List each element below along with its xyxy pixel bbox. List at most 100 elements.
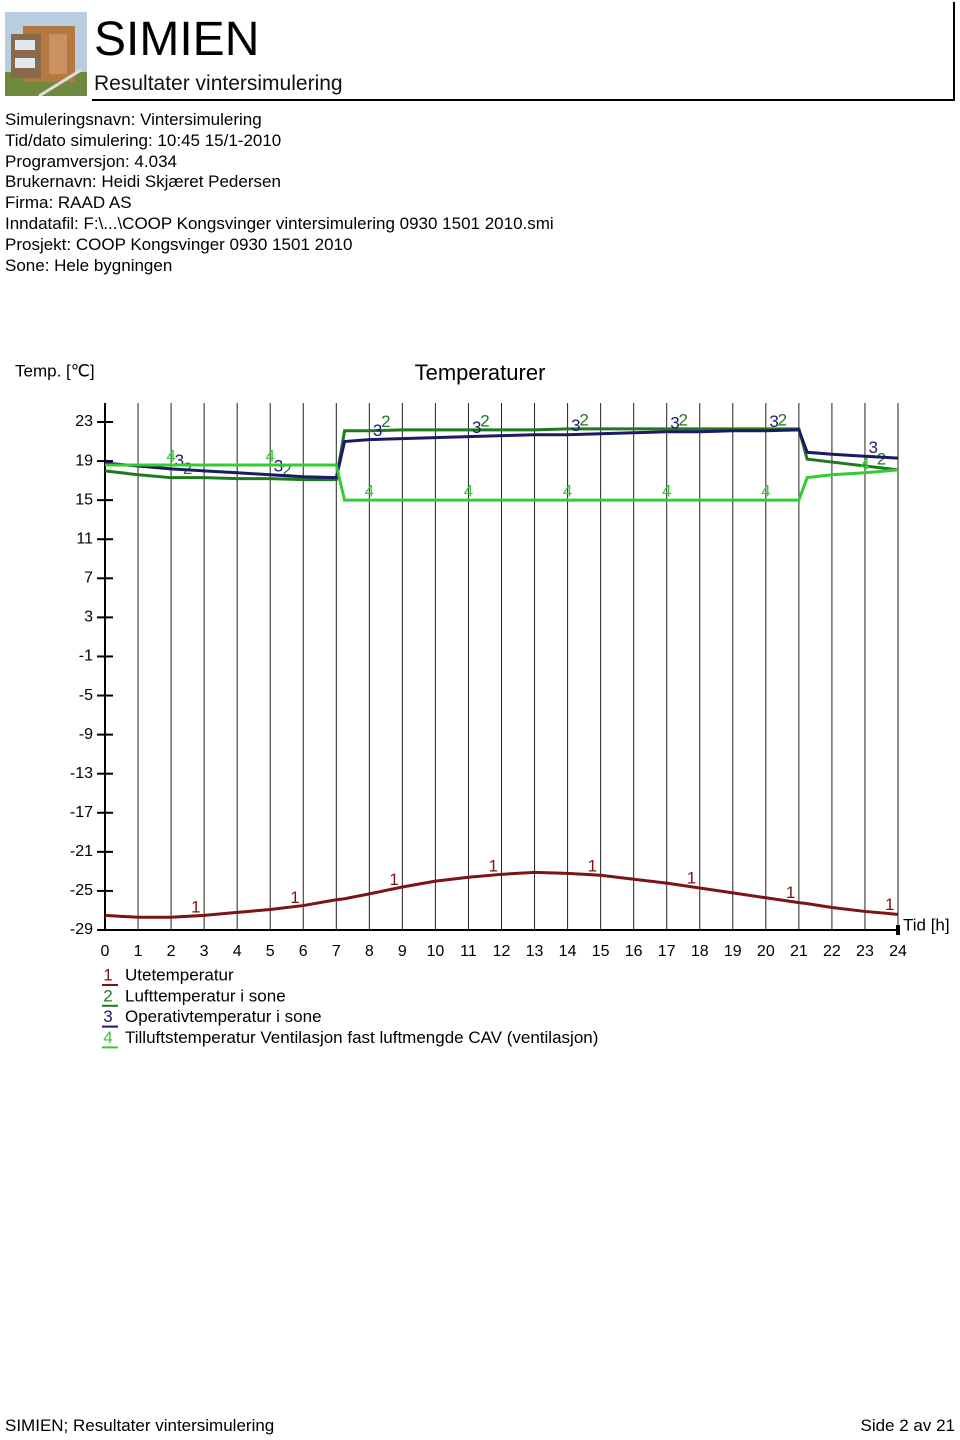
x-tick-label: 2 [167, 943, 176, 960]
legend-marker: 3 [103, 1007, 112, 1026]
series-marker: 4 [166, 446, 175, 465]
series-marker: 3 [175, 451, 184, 470]
legend-label: Tilluftstemperatur Ventilasjon fast luft… [125, 1028, 598, 1047]
info-line: Simuleringsnavn: Vintersimulering [5, 110, 262, 129]
x-tick-label: 15 [592, 943, 610, 960]
series-marker: 4 [563, 482, 572, 501]
x-tick-label: 20 [757, 943, 775, 960]
chart-title: Temperaturer [415, 360, 546, 385]
x-tick-label: 5 [266, 943, 275, 960]
x-tick-label: 13 [526, 943, 544, 960]
series-marker: 2 [381, 412, 390, 431]
legend-label: Operativtemperatur i sone [125, 1007, 322, 1026]
series-line [104, 428, 899, 480]
x-axis-label: Tid [h] [903, 915, 950, 934]
x-tick-label: 19 [724, 943, 742, 960]
x-tick-label: 9 [398, 943, 407, 960]
info-line: Tid/dato simulering: 10:45 15/1-2010 [5, 130, 282, 150]
info-line: Firma: RAAD AS [5, 193, 132, 213]
x-tick-label: 3 [200, 943, 209, 960]
footer-left: SIMIEN; Resultater vintersimulering [5, 1416, 275, 1435]
series-marker: 1 [290, 888, 299, 907]
series-marker: 4 [662, 482, 671, 501]
x-tick-label: 17 [658, 943, 676, 960]
series-marker: 4 [464, 482, 473, 501]
series-marker: 3 [868, 438, 877, 457]
y-tick-label: 3 [84, 609, 93, 626]
series-marker: 1 [588, 856, 597, 875]
x-tick-label: 12 [493, 943, 511, 960]
legend-marker: 4 [103, 1028, 112, 1047]
series-marker: 1 [191, 897, 200, 916]
x-axis-end [896, 925, 900, 935]
series-marker: 3 [670, 413, 679, 432]
info-line: Inndatafil: F:\...\COOP Kongsvinger vint… [5, 213, 554, 233]
y-tick-label: 19 [75, 452, 93, 469]
y-tick-label: -1 [79, 648, 93, 665]
y-tick-label: -29 [70, 921, 93, 938]
header-rule [92, 99, 955, 101]
x-tick-label: 24 [889, 943, 907, 960]
info-line: Prosjekt: COOP Kongsvinger 0930 1501 201… [5, 234, 353, 254]
series-marker: 1 [389, 870, 398, 889]
y-tick-label: 7 [84, 570, 93, 587]
series-marker: 1 [786, 883, 795, 902]
y-tick-label: -9 [79, 726, 93, 743]
y-tick-label: -5 [79, 687, 93, 704]
doc-title: SIMIEN [94, 13, 260, 66]
x-tick-label: 18 [691, 943, 709, 960]
y-axis-label: Temp. [℃] [15, 361, 95, 380]
footer-right: Side 2 av 21 [860, 1416, 955, 1435]
legend-marker: 1 [103, 965, 112, 984]
info-line: Brukernavn: Heidi Skjæret Pedersen [5, 172, 281, 192]
series-marker: 4 [860, 454, 869, 473]
series-marker: 4 [365, 482, 374, 501]
series-marker: 3 [571, 416, 580, 435]
series-marker: 4 [265, 446, 274, 465]
x-tick-label: 6 [299, 943, 308, 960]
y-tick-label: -17 [70, 804, 93, 821]
y-tick-label: 11 [76, 530, 93, 547]
x-tick-label: 4 [233, 943, 242, 960]
legend-label: Utetemperatur [125, 965, 234, 984]
x-tick-label: 8 [365, 943, 374, 960]
x-tick-label: 23 [856, 943, 874, 960]
series-marker: 3 [769, 412, 778, 431]
series-marker: 1 [885, 895, 894, 914]
info-line: Sone: Hele bygningen [5, 255, 173, 275]
x-tick-label: 11 [460, 943, 477, 960]
series-marker: 1 [489, 857, 498, 876]
house-photo [5, 12, 87, 96]
legend-marker: 2 [103, 986, 112, 1005]
series-marker: 3 [373, 421, 382, 440]
series-marker: 1 [687, 868, 696, 887]
x-tick-label: 1 [134, 943, 143, 960]
info-line: Programversjon: 4.034 [5, 151, 177, 171]
legend-label: Lufttemperatur i sone [125, 986, 286, 1005]
y-tick-label: -25 [70, 882, 93, 899]
series-marker: 2 [282, 461, 291, 480]
series-line [104, 870, 899, 919]
series-marker: 4 [761, 482, 770, 501]
series-marker: 2 [877, 449, 886, 468]
series-marker: 2 [480, 411, 489, 430]
x-tick-label: 16 [625, 943, 643, 960]
x-tick-label: 22 [823, 943, 841, 960]
x-tick-label: 0 [101, 943, 110, 960]
header-rule-side [953, 2, 955, 99]
series-marker: 2 [778, 410, 787, 429]
y-tick-label: 23 [75, 413, 93, 430]
x-tick-label: 7 [332, 943, 341, 960]
series-line [105, 463, 899, 502]
doc-subtitle: Resultater vintersimulering [94, 72, 343, 95]
x-tick-label: 21 [790, 943, 808, 960]
x-tick-label: 10 [427, 943, 445, 960]
series-marker: 2 [579, 410, 588, 429]
info-block: Simuleringsnavn: Vintersimulering Tid/dat… [5, 110, 554, 276]
series-marker: 2 [678, 410, 687, 429]
x-tick-label: 14 [559, 943, 577, 960]
y-tick-label: 15 [75, 491, 93, 508]
